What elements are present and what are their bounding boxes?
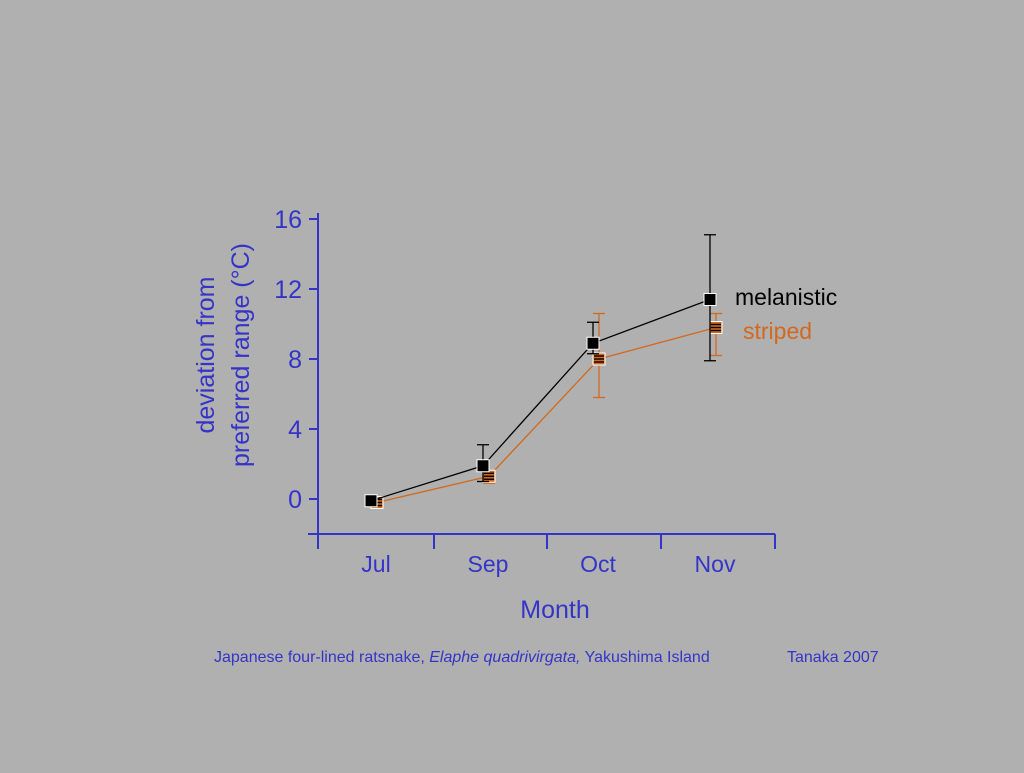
series-melanistic bbox=[364, 234, 717, 508]
data-point-melanistic bbox=[586, 336, 600, 350]
legend-label-striped: striped bbox=[743, 318, 812, 344]
data-point-striped bbox=[592, 352, 606, 366]
y-tick-label: 12 bbox=[274, 276, 302, 304]
x-axis-label: Month bbox=[520, 596, 589, 624]
y-tick-label: 0 bbox=[288, 486, 302, 514]
legend-label-melanistic: melanistic bbox=[735, 284, 837, 310]
credit: Tanaka 2007 bbox=[787, 649, 879, 666]
x-tick-labels: Jul Sep Oct Nov bbox=[361, 551, 736, 577]
data-point-melanistic bbox=[476, 459, 490, 473]
x-tick-label: Sep bbox=[468, 551, 509, 577]
y-tick-labels: 0 4 8 12 16 bbox=[274, 206, 302, 514]
plot-area bbox=[364, 234, 723, 509]
caption-location: Yakushima Island bbox=[580, 649, 710, 666]
x-tick-label: Nov bbox=[695, 551, 736, 577]
series-line-melanistic bbox=[370, 298, 711, 502]
y-axis-label-line2: preferred range (°C) bbox=[227, 243, 255, 467]
series-striped bbox=[370, 312, 723, 509]
y-axis-label-line1: deviation from bbox=[192, 276, 220, 433]
x-tick-label: Jul bbox=[361, 551, 390, 577]
data-point-melanistic bbox=[703, 293, 717, 306]
caption-common-name: Japanese four-lined ratsnake, bbox=[214, 649, 430, 666]
caption-species: Elaphe quadrivirgata, bbox=[429, 649, 581, 666]
axes bbox=[308, 213, 776, 549]
y-tick-label: 8 bbox=[288, 346, 302, 374]
x-tick-label: Oct bbox=[580, 551, 616, 577]
data-point-melanistic bbox=[364, 494, 378, 508]
series-line-striped bbox=[376, 326, 717, 504]
y-tick-label: 4 bbox=[288, 416, 302, 444]
y-tick-label: 16 bbox=[274, 206, 302, 234]
caption: Japanese four-lined ratsnake, Elaphe qua… bbox=[214, 649, 710, 667]
data-point-striped bbox=[709, 321, 723, 334]
